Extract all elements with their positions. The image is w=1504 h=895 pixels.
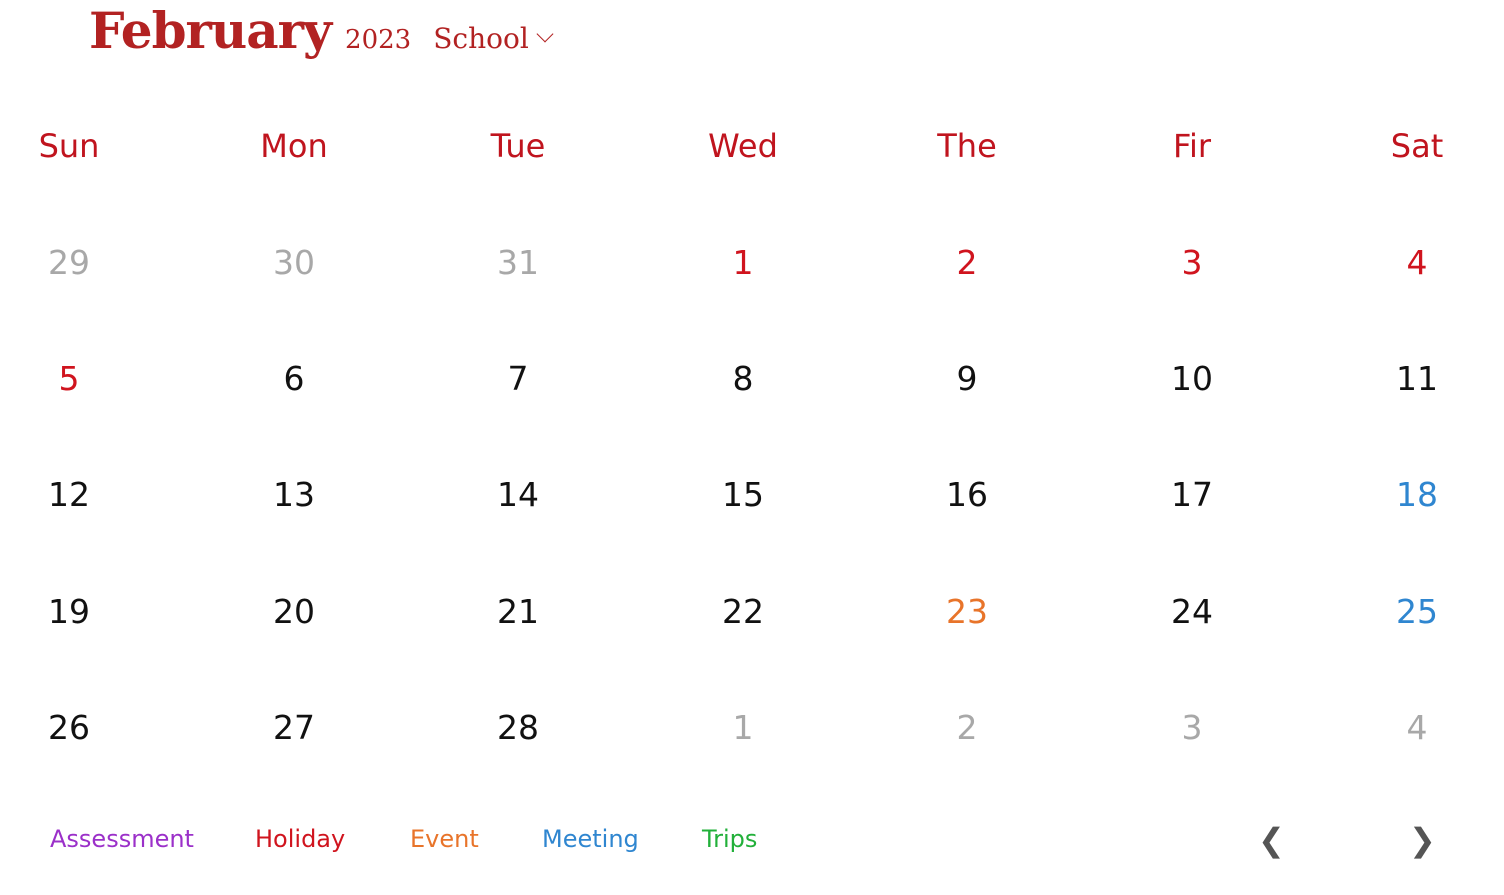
day-cell[interactable]: 5 — [58, 359, 80, 398]
day-cell[interactable]: 10 — [1171, 359, 1213, 398]
day-cell[interactable]: 3 — [1181, 243, 1203, 282]
day-cell[interactable]: 28 — [497, 708, 539, 747]
day-cell[interactable]: 18 — [1396, 475, 1438, 514]
day-cell[interactable]: 14 — [497, 475, 539, 514]
weekday-sat: Sat — [1390, 127, 1444, 165]
day-cell[interactable]: 20 — [273, 592, 315, 631]
day-cell[interactable]: 9 — [956, 359, 978, 398]
legend-meeting[interactable]: Meeting — [542, 825, 639, 853]
legend-event[interactable]: Event — [410, 825, 479, 853]
day-cell-outside-month[interactable]: 31 — [497, 243, 539, 282]
calendar-header: February 2023 School — [89, 0, 554, 70]
day-cell-outside-month[interactable]: 1 — [732, 708, 754, 747]
day-cell[interactable]: 17 — [1171, 475, 1213, 514]
day-cell[interactable]: 1 — [732, 243, 754, 282]
weekday-sun: Sun — [38, 127, 100, 165]
day-cell-outside-month[interactable]: 29 — [48, 243, 90, 282]
day-cell[interactable]: 27 — [273, 708, 315, 747]
weekday-fir: Fir — [1172, 127, 1212, 165]
prev-month-button[interactable]: ❮ — [1258, 821, 1285, 859]
day-cell[interactable]: 6 — [283, 359, 305, 398]
day-cell-outside-month[interactable]: 3 — [1181, 708, 1203, 747]
day-cell[interactable]: 12 — [48, 475, 90, 514]
calendar-dropdown[interactable]: School — [433, 22, 554, 55]
day-cell[interactable]: 16 — [946, 475, 988, 514]
day-cell[interactable]: 24 — [1171, 592, 1213, 631]
day-cell[interactable]: 13 — [273, 475, 315, 514]
day-cell[interactable]: 26 — [48, 708, 90, 747]
day-cell[interactable]: 22 — [722, 592, 764, 631]
year-label: 2023 — [345, 25, 412, 55]
weekday-wed: Wed — [708, 127, 778, 165]
next-month-button[interactable]: ❯ — [1409, 821, 1436, 859]
day-cell[interactable]: 23 — [946, 592, 988, 631]
day-cell[interactable]: 11 — [1396, 359, 1438, 398]
day-cell[interactable]: 19 — [48, 592, 90, 631]
day-cell[interactable]: 7 — [507, 359, 529, 398]
calendar-dropdown-label: School — [433, 22, 529, 55]
weekday-the: The — [937, 127, 997, 165]
legend-trips[interactable]: Trips — [702, 825, 758, 853]
day-cell[interactable]: 2 — [956, 243, 978, 282]
day-cell[interactable]: 8 — [732, 359, 754, 398]
day-cell-outside-month[interactable]: 4 — [1406, 708, 1428, 747]
legend-holiday[interactable]: Holiday — [255, 825, 346, 853]
day-cell[interactable]: 25 — [1396, 592, 1438, 631]
weekday-mon: Mon — [260, 127, 328, 165]
legend-assessment[interactable]: Assessment — [50, 825, 194, 853]
day-cell[interactable]: 15 — [722, 475, 764, 514]
day-cell[interactable]: 4 — [1406, 243, 1428, 282]
day-cell[interactable]: 21 — [497, 592, 539, 631]
chevron-down-icon — [536, 25, 554, 43]
day-cell-outside-month[interactable]: 30 — [273, 243, 315, 282]
weekday-tue: Tue — [490, 127, 546, 165]
day-cell-outside-month[interactable]: 2 — [956, 708, 978, 747]
month-title: February — [89, 1, 332, 60]
